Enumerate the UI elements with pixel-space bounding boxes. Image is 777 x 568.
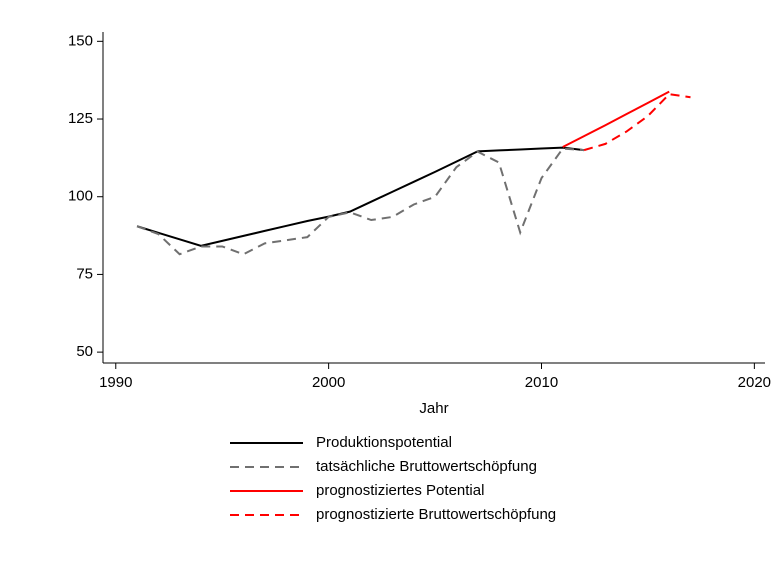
x-tick-label: 2010 <box>525 374 558 391</box>
legend-label: tatsächliche Bruttowertschöpfung <box>316 458 537 475</box>
y-tick-label: 75 <box>76 265 93 282</box>
y-tick-label: 150 <box>68 32 93 49</box>
y-tick-label: 50 <box>76 343 93 360</box>
series-line <box>136 147 585 256</box>
series-line <box>136 146 585 247</box>
legend-label: prognostizierte Bruttowertschöpfung <box>316 506 556 523</box>
legend-label: Produktionspotential <box>316 434 452 451</box>
x-tick-label: 1990 <box>99 374 132 391</box>
legend-label: prognostiziertes Potential <box>316 482 484 499</box>
x-tick-label: 2000 <box>312 374 345 391</box>
x-tick-label: 2020 <box>738 374 771 391</box>
series-line <box>562 90 670 148</box>
y-tick-label: 125 <box>68 110 93 127</box>
y-tick-label: 100 <box>68 188 93 205</box>
series-line <box>583 93 691 152</box>
x-axis-label: Jahr <box>419 400 448 417</box>
